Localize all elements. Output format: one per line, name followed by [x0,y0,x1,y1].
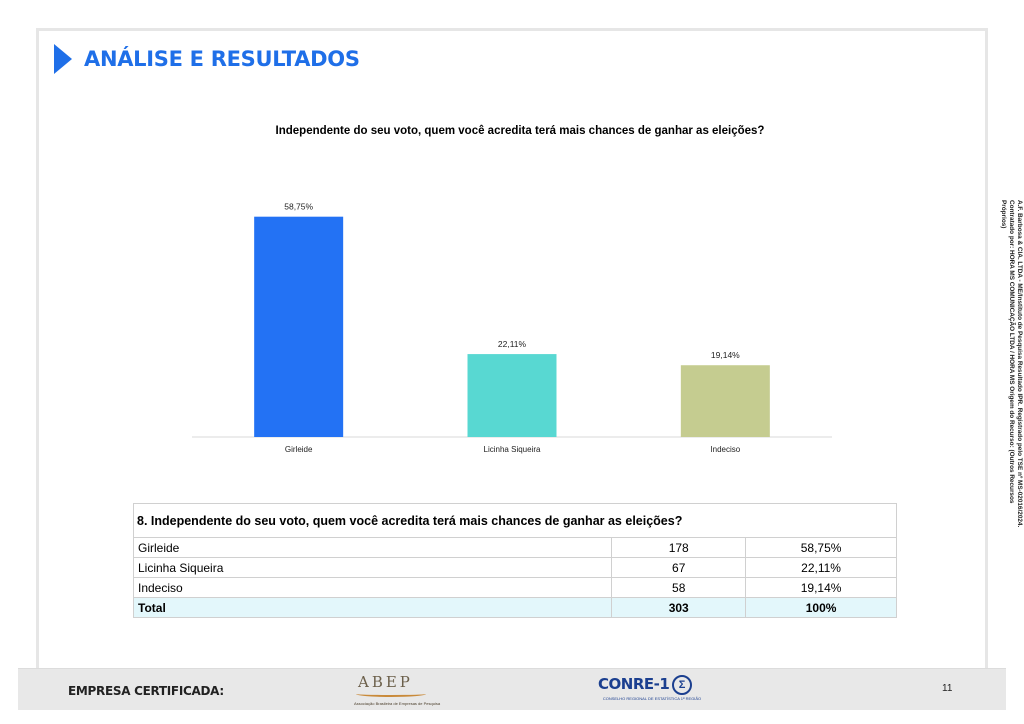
conre-logo-subtitle: CONSELHO REGIONAL DE ESTATÍSTICA 1ª REGI… [602,696,702,701]
section-header: ANÁLISE E RESULTADOS [54,44,360,74]
table-question: 8. Independente do seu voto, quem você a… [133,503,897,538]
row-count: 178 [611,537,747,558]
total-label: Total [132,597,613,618]
abep-logo-text: ABEP [358,673,413,691]
abep-logo: ABEP Associação Brasileira de Empresas d… [336,673,440,706]
table-row: Indeciso 58 19,14% [132,577,897,598]
bar [680,365,770,437]
row-percent: 22,11% [745,557,897,578]
row-count: 58 [611,577,747,598]
chart-title: Independente do seu voto, quem você acre… [275,125,765,137]
total-percent: 100% [745,597,897,618]
footer: EMPRESA CERTIFICADA: ABEP Associação Bra… [18,668,1006,710]
abep-swoosh-icon [356,691,426,697]
sigma-seal-icon: Σ [672,675,692,695]
conre-logo-text: CONRE-1 [598,675,670,693]
registration-note: A.F. Barbosa & CIA. LTDA - ME/Instituto … [993,200,1023,530]
registration-line-2: Contratado por: HORA MS COMUNICAÇÃO LTDA… [1000,200,1015,504]
data-label: 19,14% [711,350,740,360]
row-percent: 19,14% [745,577,897,598]
registration-line-1: A.F. Barbosa & CIA. LTDA - ME/Instituto … [1016,200,1023,528]
row-label: Girleide [132,537,613,558]
category-tick-label: Licinha Siqueira [484,445,541,454]
bar [467,354,557,437]
page-number: 11 [942,683,953,694]
bar-chart: 58,75% Girleide 22,11% Licinha Siqueira 19,1… [192,202,832,454]
category-tick-label: Girleide [285,445,313,454]
table-header-row: 8. Independente do seu voto, quem você a… [133,503,897,538]
table-row: Girleide 178 58,75% [132,537,897,558]
footer-certified-label: EMPRESA CERTIFICADA: [68,684,224,698]
page-title: ANÁLISE E RESULTADOS [84,47,360,71]
row-label: Indeciso [132,577,613,598]
table-total-row: Total 303 100% [132,597,897,618]
total-count: 303 [611,597,747,618]
play-arrow-icon [54,44,72,74]
row-percent: 58,75% [745,537,897,558]
row-label: Licinha Siqueira [132,557,613,578]
results-table: 8. Independente do seu voto, quem você a… [132,503,897,618]
data-label: 22,11% [498,339,527,349]
row-count: 67 [611,557,747,578]
bar [254,216,344,437]
table-row: Licinha Siqueira 67 22,11% [132,557,897,578]
conre-logo: CONRE-1 Σ CONSELHO REGIONAL DE ESTATÍSTI… [598,673,718,707]
category-tick-label: Indeciso [710,445,740,454]
abep-logo-subtitle: Associação Brasileira de Empresas de Pes… [354,701,441,706]
data-label: 58,75% [284,202,313,212]
